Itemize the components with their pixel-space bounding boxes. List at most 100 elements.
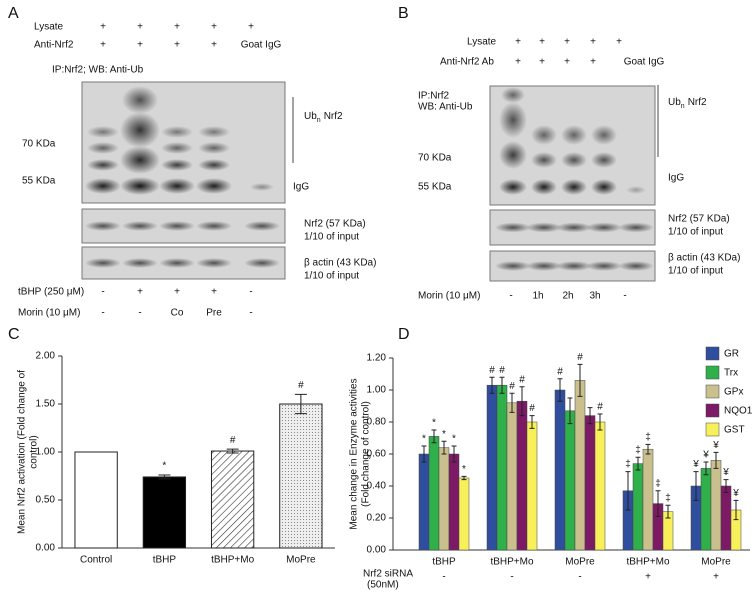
error-bar [421, 445, 427, 463]
blot-band [122, 221, 158, 231]
x-tick-label: tBHP [432, 557, 456, 568]
bar [710, 460, 722, 551]
bar [142, 476, 187, 549]
error-bar [587, 407, 593, 425]
error-bar [226, 448, 239, 454]
blot-band [122, 86, 158, 114]
row-label: Anti-Nrf2 Ab [440, 57, 494, 68]
legend-swatch [705, 422, 720, 437]
input-name: Nrf2 (57 KDa) [304, 219, 366, 230]
lane-mark: - [578, 572, 581, 583]
significance-mark: * [422, 434, 426, 445]
x-tick-label: MoPre [565, 557, 595, 568]
treatment-label: (50nM) [367, 580, 399, 591]
error-bar [158, 474, 171, 480]
lane-mark: + [539, 37, 545, 48]
bar [418, 453, 430, 551]
y-tick-label: 2.00 [36, 351, 56, 362]
significance-mark: # [529, 403, 535, 414]
blot-band [618, 222, 654, 233]
blot-band [198, 159, 230, 171]
lane-mark: Goat IgG [241, 40, 282, 51]
error-bar [713, 451, 719, 469]
significance-mark: ¥ [692, 459, 699, 470]
error-bar [655, 490, 661, 517]
blot-band [531, 152, 557, 168]
significance-mark: ¥ [732, 488, 739, 499]
row-label: Morin (10 μM) [418, 291, 480, 302]
lane-mark: + [713, 572, 719, 583]
lane-mark: Pre [206, 308, 222, 319]
bar [458, 477, 470, 551]
significance-mark: ¥ [722, 467, 729, 478]
row-label: Anti-Nrf2 [34, 40, 74, 51]
significance-mark: ¥ [712, 440, 719, 451]
y-tick-label: 0.60 [367, 449, 387, 460]
blot-band [499, 141, 527, 169]
blot-band [556, 222, 592, 233]
blot-band [87, 159, 119, 171]
lane-mark: + [590, 37, 596, 48]
y-tick-label: 1.20 [367, 353, 387, 364]
bar [506, 402, 518, 551]
probe-label: WB: Anti-Ub [418, 102, 473, 113]
blot-band [250, 183, 274, 191]
blot-band [85, 221, 121, 231]
lane-mark: - [249, 287, 252, 298]
y-tick-label: 1.00 [367, 385, 387, 396]
significance-mark: # [557, 366, 563, 377]
significance-mark: * [462, 464, 466, 475]
bar [720, 485, 732, 551]
blot-band [495, 261, 531, 271]
bar [594, 421, 606, 551]
blot-band [556, 261, 592, 271]
significance-mark: ‡ [645, 432, 651, 443]
error-bar [693, 471, 699, 501]
blot-band [526, 222, 562, 233]
blot-band [198, 126, 230, 138]
error-bar [625, 471, 631, 511]
input-name: β actin (43 KDa) [304, 258, 376, 269]
lane-mark: 3h [589, 291, 600, 302]
error-bar [645, 443, 651, 455]
y-tick-label: 1.00 [36, 447, 56, 458]
y-tick-label: 0.00 [36, 543, 56, 554]
error-bar [635, 456, 641, 471]
lane-mark: + [564, 57, 570, 68]
x-tick-label: tBHP+Mo [490, 557, 534, 568]
bar [632, 463, 644, 551]
blot-band [561, 152, 587, 168]
blot-band [85, 178, 121, 194]
blot-band [196, 221, 232, 231]
bar [642, 448, 654, 551]
y-tick-label: 0.80 [367, 417, 387, 428]
lane-mark: - [138, 308, 141, 319]
bar [496, 384, 508, 551]
y-tick-label: 0.40 [367, 481, 387, 492]
blot-band [591, 152, 617, 168]
x-tick-label: tBHP [153, 555, 177, 566]
blot-band [120, 146, 160, 174]
bar [526, 421, 538, 551]
lane-mark: + [539, 57, 545, 68]
ub-label: Ubn Nrf2 [304, 111, 343, 124]
bar [516, 400, 528, 551]
lane-mark: + [211, 287, 217, 298]
significance-mark: ¥ [702, 450, 709, 461]
input-name: β actin (43 KDa) [668, 253, 740, 264]
significance-mark: ‡ [665, 493, 671, 504]
bar [428, 436, 440, 551]
row-label: Lysate [34, 22, 64, 33]
x-tick-label: tBHP+Mo [211, 555, 255, 566]
legend-label: GR [724, 349, 739, 360]
bar [438, 447, 450, 551]
bar [74, 451, 118, 549]
lane-mark: - [442, 572, 445, 583]
lane-mark: + [137, 40, 143, 51]
significance-mark: # [298, 380, 304, 391]
blot-band [499, 179, 527, 195]
lane-mark: + [211, 22, 217, 33]
x-tick-label: Control [80, 555, 112, 566]
y-tick-label: 0.50 [36, 495, 56, 506]
blot-band [87, 126, 119, 138]
